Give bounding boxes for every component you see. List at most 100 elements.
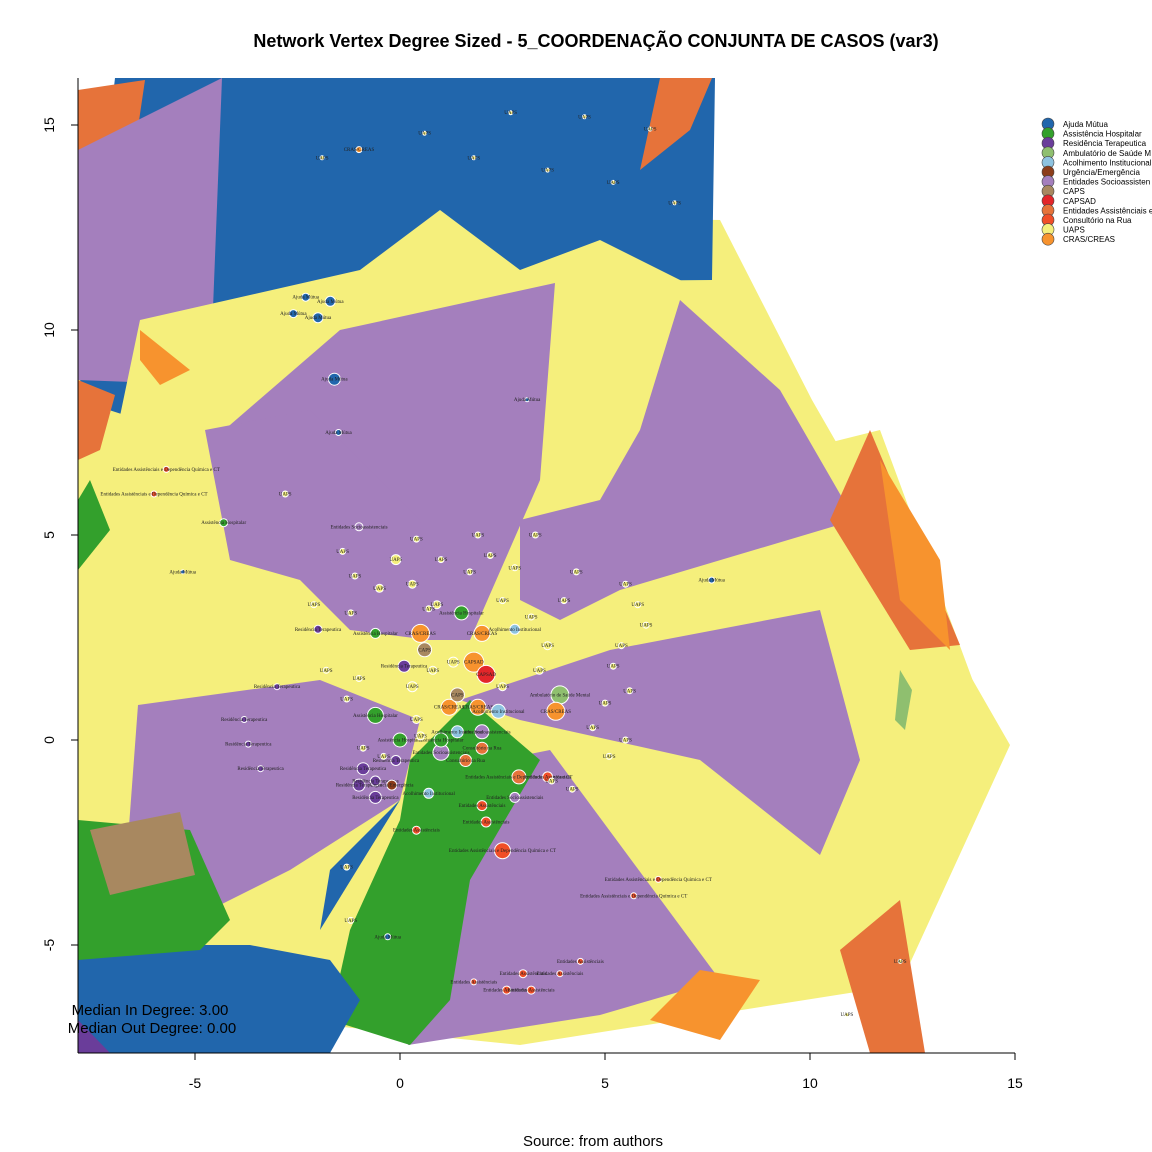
source-caption: Source: from authors	[523, 1133, 663, 1150]
node-label: UAPS	[619, 583, 632, 588]
x-tick-label: 5	[601, 1075, 609, 1091]
node-label: Entidades Assistênciais	[524, 775, 571, 780]
network-node	[672, 200, 678, 206]
network-node	[369, 775, 381, 787]
network-node	[449, 687, 465, 703]
node-label: Residência Terapeutica	[352, 780, 399, 785]
network-node	[417, 642, 433, 658]
node-label: CRAS/CREAS	[467, 632, 498, 637]
network-node	[384, 933, 392, 941]
network-node	[708, 576, 716, 584]
network-node	[180, 569, 186, 575]
network-node	[257, 765, 265, 773]
node-label: UAPS	[541, 644, 554, 649]
node-label: UAPS	[406, 583, 419, 588]
y-tick-label: 10	[41, 322, 57, 338]
legend-label: Ajuda Mútua	[1063, 120, 1108, 129]
node-label: Entidades Assistênciais	[483, 989, 530, 994]
network-node	[313, 624, 323, 634]
network-node	[411, 623, 430, 643]
network-node	[897, 958, 903, 964]
network-node	[654, 875, 662, 883]
node-label: Ajuda Mútua	[317, 300, 344, 305]
network-node	[422, 130, 428, 136]
network-node	[589, 724, 597, 732]
node-label: UAPS	[406, 685, 419, 690]
node-label: UAPS	[435, 558, 448, 563]
network-node	[546, 701, 566, 721]
legend-swatch	[1041, 232, 1055, 246]
node-label: UAPS	[504, 111, 517, 116]
x-tick-label: 15	[1007, 1075, 1023, 1091]
node-label: UAPS	[533, 669, 546, 674]
network-node	[509, 623, 521, 635]
node-label: Residência Terapeutica	[352, 796, 399, 801]
axes: -5 0 5 10 15 -5 0 5 10 15	[41, 78, 1023, 1091]
y-tick-label: -5	[41, 939, 57, 952]
network-node	[319, 155, 325, 161]
network-node	[411, 715, 421, 724]
node-label: UAPS	[525, 616, 538, 621]
node-label: Acolhimento Institucional	[489, 628, 542, 633]
node-label: UAPS	[308, 603, 321, 608]
legend-label: Urgência/Emergência	[1063, 168, 1140, 177]
node-label: UAPS	[340, 698, 353, 703]
node-label: Entidades Assistênciais	[536, 972, 583, 977]
x-ticks: -5 0 5 10 15	[189, 1053, 1023, 1091]
network-node	[406, 681, 418, 693]
network-node	[244, 740, 252, 748]
network-node	[605, 752, 613, 760]
network-node	[335, 429, 342, 436]
legend-label: Acolhimento Institucional	[1063, 158, 1152, 167]
network-node	[322, 666, 330, 674]
network-node	[474, 531, 482, 539]
node-label: Entidades Socioassistenciais	[453, 730, 510, 735]
node-label: UAPS	[484, 554, 497, 559]
network-node	[511, 564, 519, 572]
network-node	[390, 755, 402, 766]
network-node	[450, 725, 464, 739]
network-node	[572, 568, 580, 576]
network-node	[610, 179, 616, 185]
network-node	[281, 490, 289, 498]
network-node	[647, 126, 653, 132]
node-label: UAPS	[668, 201, 681, 206]
network-node	[560, 597, 568, 605]
network-node	[423, 787, 435, 799]
node-label: UAPS	[529, 534, 542, 539]
node-label: Entidades Assistênciais e Dependência Qu…	[100, 493, 207, 498]
node-label: Ajuda Mútua	[292, 296, 319, 301]
node-label: UAPS	[607, 181, 620, 186]
node-label: CAPS	[418, 648, 431, 653]
network-node	[428, 665, 438, 675]
node-label: Assistência Hospitalar	[439, 611, 484, 616]
node-label: Acolhimento Institucional	[403, 792, 456, 797]
legend-label: Entidades Socioassisten	[1063, 178, 1150, 187]
network-node	[642, 621, 650, 629]
node-label: Ajuda Mútua	[514, 398, 541, 403]
network-node	[386, 779, 398, 791]
network-node	[494, 842, 511, 860]
node-label: Ajuda Mútua	[374, 935, 401, 940]
network-node	[355, 675, 363, 682]
median-in-degree: Median In Degree: 3.00	[72, 1002, 229, 1019]
legend-label: UAPS	[1063, 226, 1085, 235]
network-node	[556, 970, 564, 978]
network-node	[622, 580, 629, 588]
y-tick-label: 5	[41, 531, 57, 539]
node-label: Entidades Assistênciais	[450, 980, 497, 985]
node-label: UAPS	[353, 677, 366, 682]
node-label: Acolhimento Institucional	[472, 710, 525, 715]
network-node	[440, 698, 458, 716]
node-label: UAPS	[463, 570, 476, 575]
network-node	[476, 664, 496, 684]
node-label: UAPS	[357, 747, 370, 752]
network-node	[327, 372, 341, 386]
network-node	[273, 683, 281, 691]
y-tick-label: 0	[41, 736, 57, 744]
node-label: UAPS	[377, 755, 390, 760]
node-label: Assistência Hospitalar	[419, 739, 464, 744]
node-label: UAPS	[508, 566, 521, 571]
network-node	[359, 744, 367, 752]
network-node	[240, 716, 248, 723]
